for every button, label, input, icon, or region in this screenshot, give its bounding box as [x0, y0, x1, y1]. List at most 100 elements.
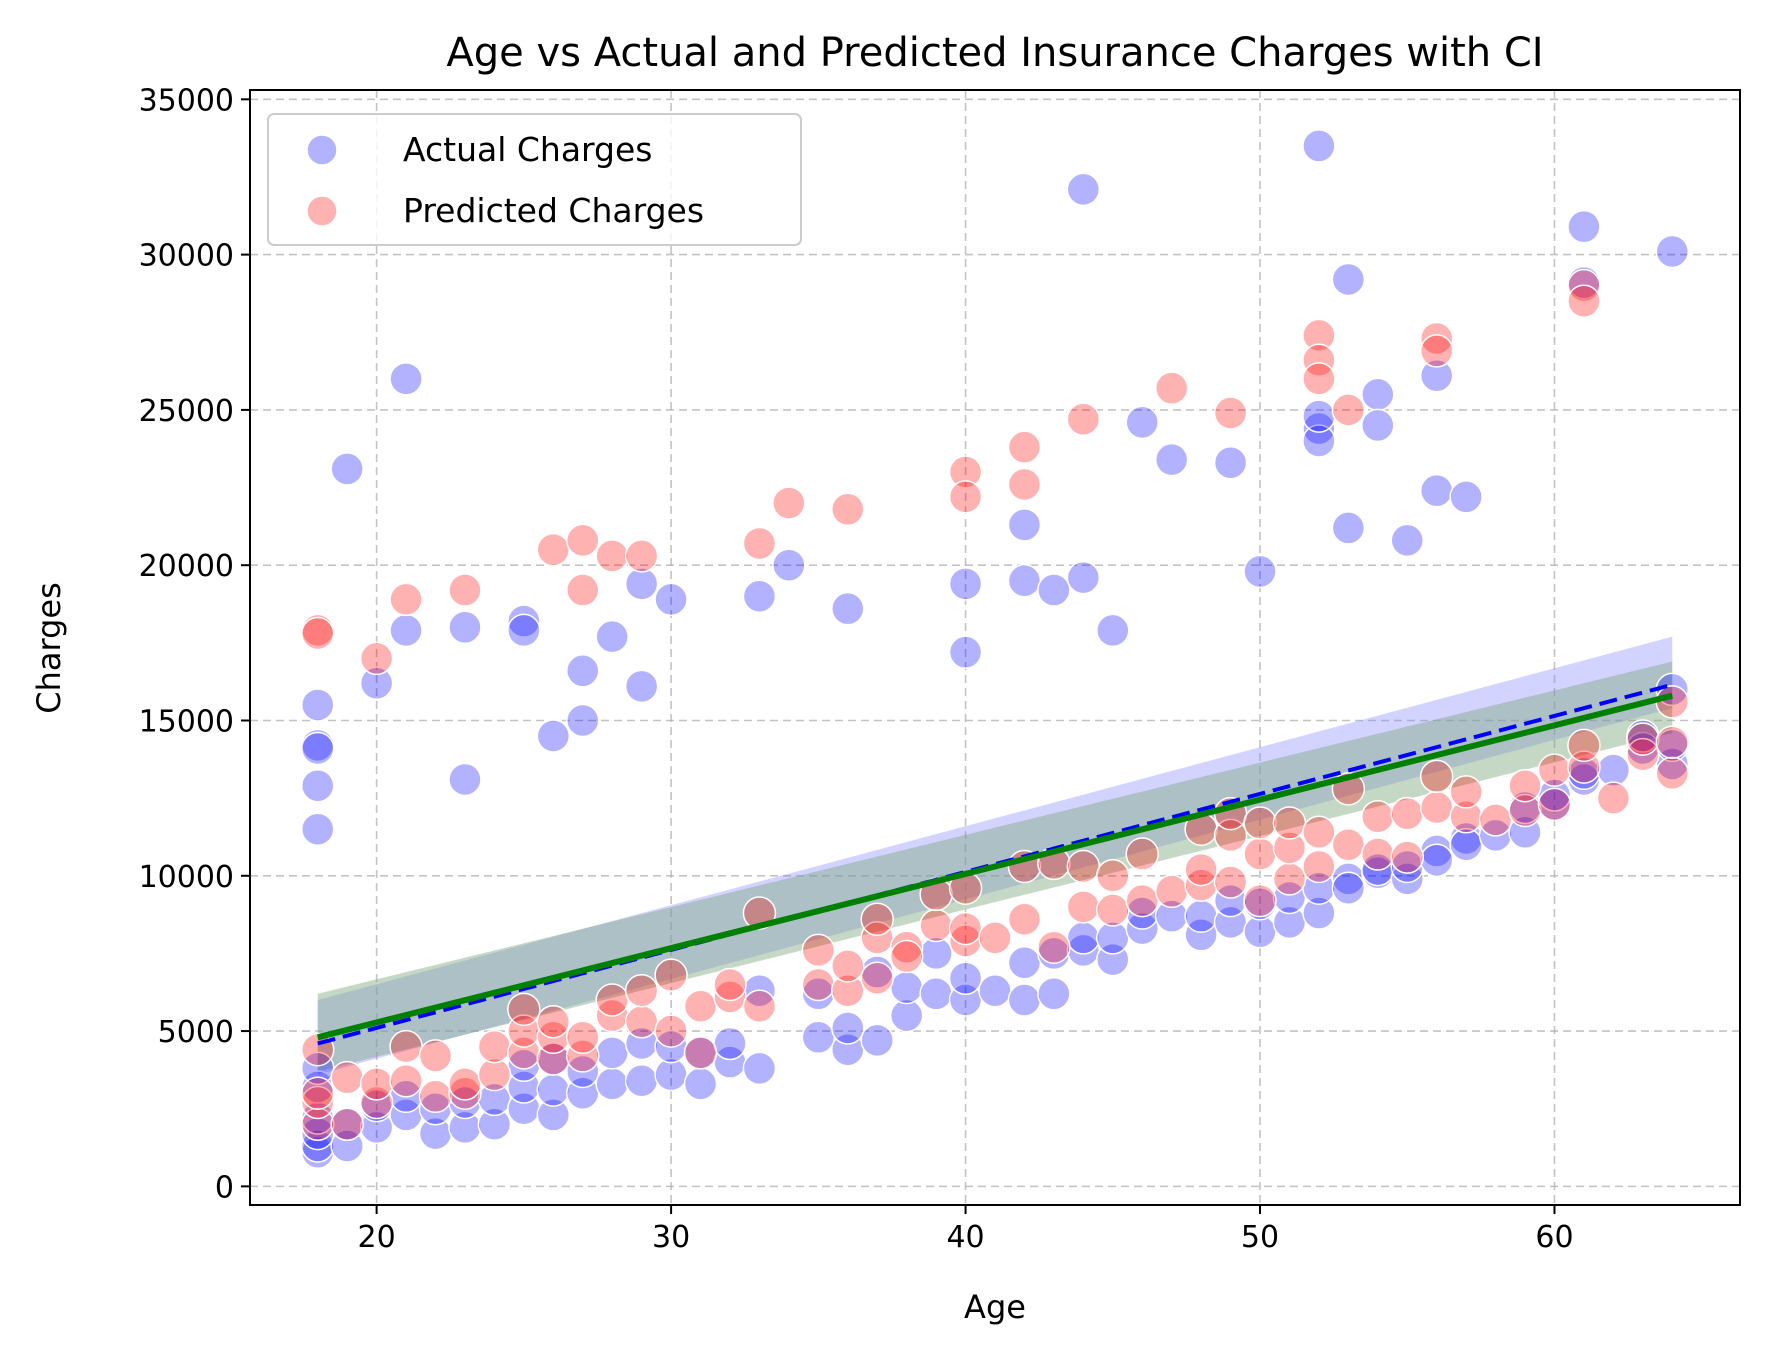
actual-point	[1302, 411, 1336, 446]
actual-point	[948, 961, 983, 996]
predicted-point	[1213, 396, 1248, 430]
actual-point	[1037, 573, 1071, 607]
predicted-point	[359, 641, 394, 676]
actual-point	[948, 635, 983, 669]
x-tick-label: 20	[358, 1220, 396, 1255]
actual-point	[389, 362, 423, 396]
predicted-point	[1626, 722, 1660, 756]
predicted-point	[1419, 334, 1454, 368]
predicted-point	[359, 1067, 394, 1101]
actual-point	[507, 604, 541, 638]
predicted-point	[595, 983, 629, 1017]
actual-point	[713, 1026, 747, 1061]
actual-point	[1066, 172, 1101, 207]
actual-point	[595, 1067, 629, 1101]
actual-point	[654, 1057, 688, 1092]
predicted-point	[300, 1076, 335, 1110]
predicted-point	[1331, 393, 1366, 427]
legend-box	[267, 113, 802, 246]
predicted-point	[978, 921, 1012, 955]
actual-point	[300, 768, 335, 803]
predicted-point	[1449, 800, 1483, 834]
actual-point	[624, 567, 659, 601]
predicted-point	[1007, 467, 1042, 502]
actual-point	[948, 567, 983, 601]
axis-ticks: 20 30 40 50 60 0 5000 10000 15000 20000 25000 30000…	[139, 83, 1574, 1255]
predicted-point	[772, 486, 806, 520]
predicted-point	[1567, 284, 1601, 318]
predicted-point	[1655, 756, 1690, 791]
predicted-point	[1066, 890, 1101, 924]
actual-point	[1302, 399, 1336, 433]
predicted-point	[1243, 837, 1277, 871]
predicted-fit-line	[316, 692, 1674, 1041]
predicted-point	[624, 1005, 659, 1039]
actual-point	[1066, 560, 1101, 595]
actual-point	[1125, 405, 1159, 440]
actual-point	[1390, 523, 1425, 558]
actual-point	[536, 1098, 571, 1132]
actual-point	[742, 579, 777, 614]
predicted-point	[860, 902, 894, 937]
predicted-point	[1213, 865, 1248, 899]
predicted-point	[1272, 862, 1307, 896]
actual-point	[1154, 899, 1189, 933]
actual-point	[1037, 977, 1071, 1011]
y-tick-label: 25000	[139, 394, 234, 429]
predicted-point	[889, 930, 924, 964]
predicted-point	[565, 573, 600, 607]
predicted-point	[831, 949, 865, 983]
actual-point	[1243, 914, 1277, 949]
x-tick-label: 50	[1241, 1220, 1279, 1255]
predicted-point	[801, 933, 836, 968]
actual-point	[1213, 445, 1248, 480]
predicted-point	[1537, 787, 1572, 822]
predicted-point	[1154, 874, 1189, 909]
actual-point	[536, 1073, 571, 1107]
predicted-point	[1007, 430, 1042, 464]
actual-point	[536, 719, 571, 753]
actual-point	[595, 619, 629, 654]
predicted-point	[1567, 728, 1601, 763]
predicted-point	[448, 573, 482, 607]
predicted-point	[1007, 902, 1042, 937]
actual-point	[565, 654, 600, 688]
actual-point	[1449, 480, 1483, 514]
y-tick-label: 20000	[139, 549, 234, 584]
predicted-point	[359, 1085, 394, 1120]
actual-point	[1302, 424, 1336, 458]
actual-point	[1066, 921, 1101, 955]
predicted-point	[948, 455, 983, 489]
actual-point	[1213, 883, 1248, 918]
actual-point	[1390, 849, 1425, 884]
predicted-point	[565, 523, 600, 558]
predicted-point	[1419, 321, 1454, 356]
predicted-point	[1419, 790, 1454, 825]
actual-point	[1096, 613, 1130, 648]
actual-point	[507, 613, 541, 648]
predicted-point	[1272, 831, 1307, 865]
predicted-point	[595, 539, 629, 573]
predicted-point	[624, 539, 659, 573]
predicted-point	[418, 1039, 453, 1073]
predicted-point	[1302, 318, 1336, 353]
predicted-point	[1302, 362, 1336, 396]
actual-point	[330, 452, 364, 486]
predicted-point	[1096, 859, 1130, 893]
predicted-point	[565, 1039, 600, 1073]
x-axis-label: Age	[964, 1288, 1026, 1326]
predicted-point	[919, 908, 953, 943]
predicted-point	[389, 1064, 423, 1098]
predicted-point	[1508, 768, 1542, 803]
predicted-point	[1596, 781, 1631, 815]
predicted-point	[831, 973, 865, 1008]
predicted-point	[389, 582, 423, 617]
x-tick-label: 30	[652, 1220, 690, 1255]
actual-point	[1184, 899, 1218, 933]
actual-point	[1361, 408, 1395, 443]
predicted-point	[1125, 883, 1159, 918]
actual-points	[300, 129, 1690, 1169]
predicted-point	[477, 1057, 512, 1092]
actual-point	[831, 1011, 865, 1045]
